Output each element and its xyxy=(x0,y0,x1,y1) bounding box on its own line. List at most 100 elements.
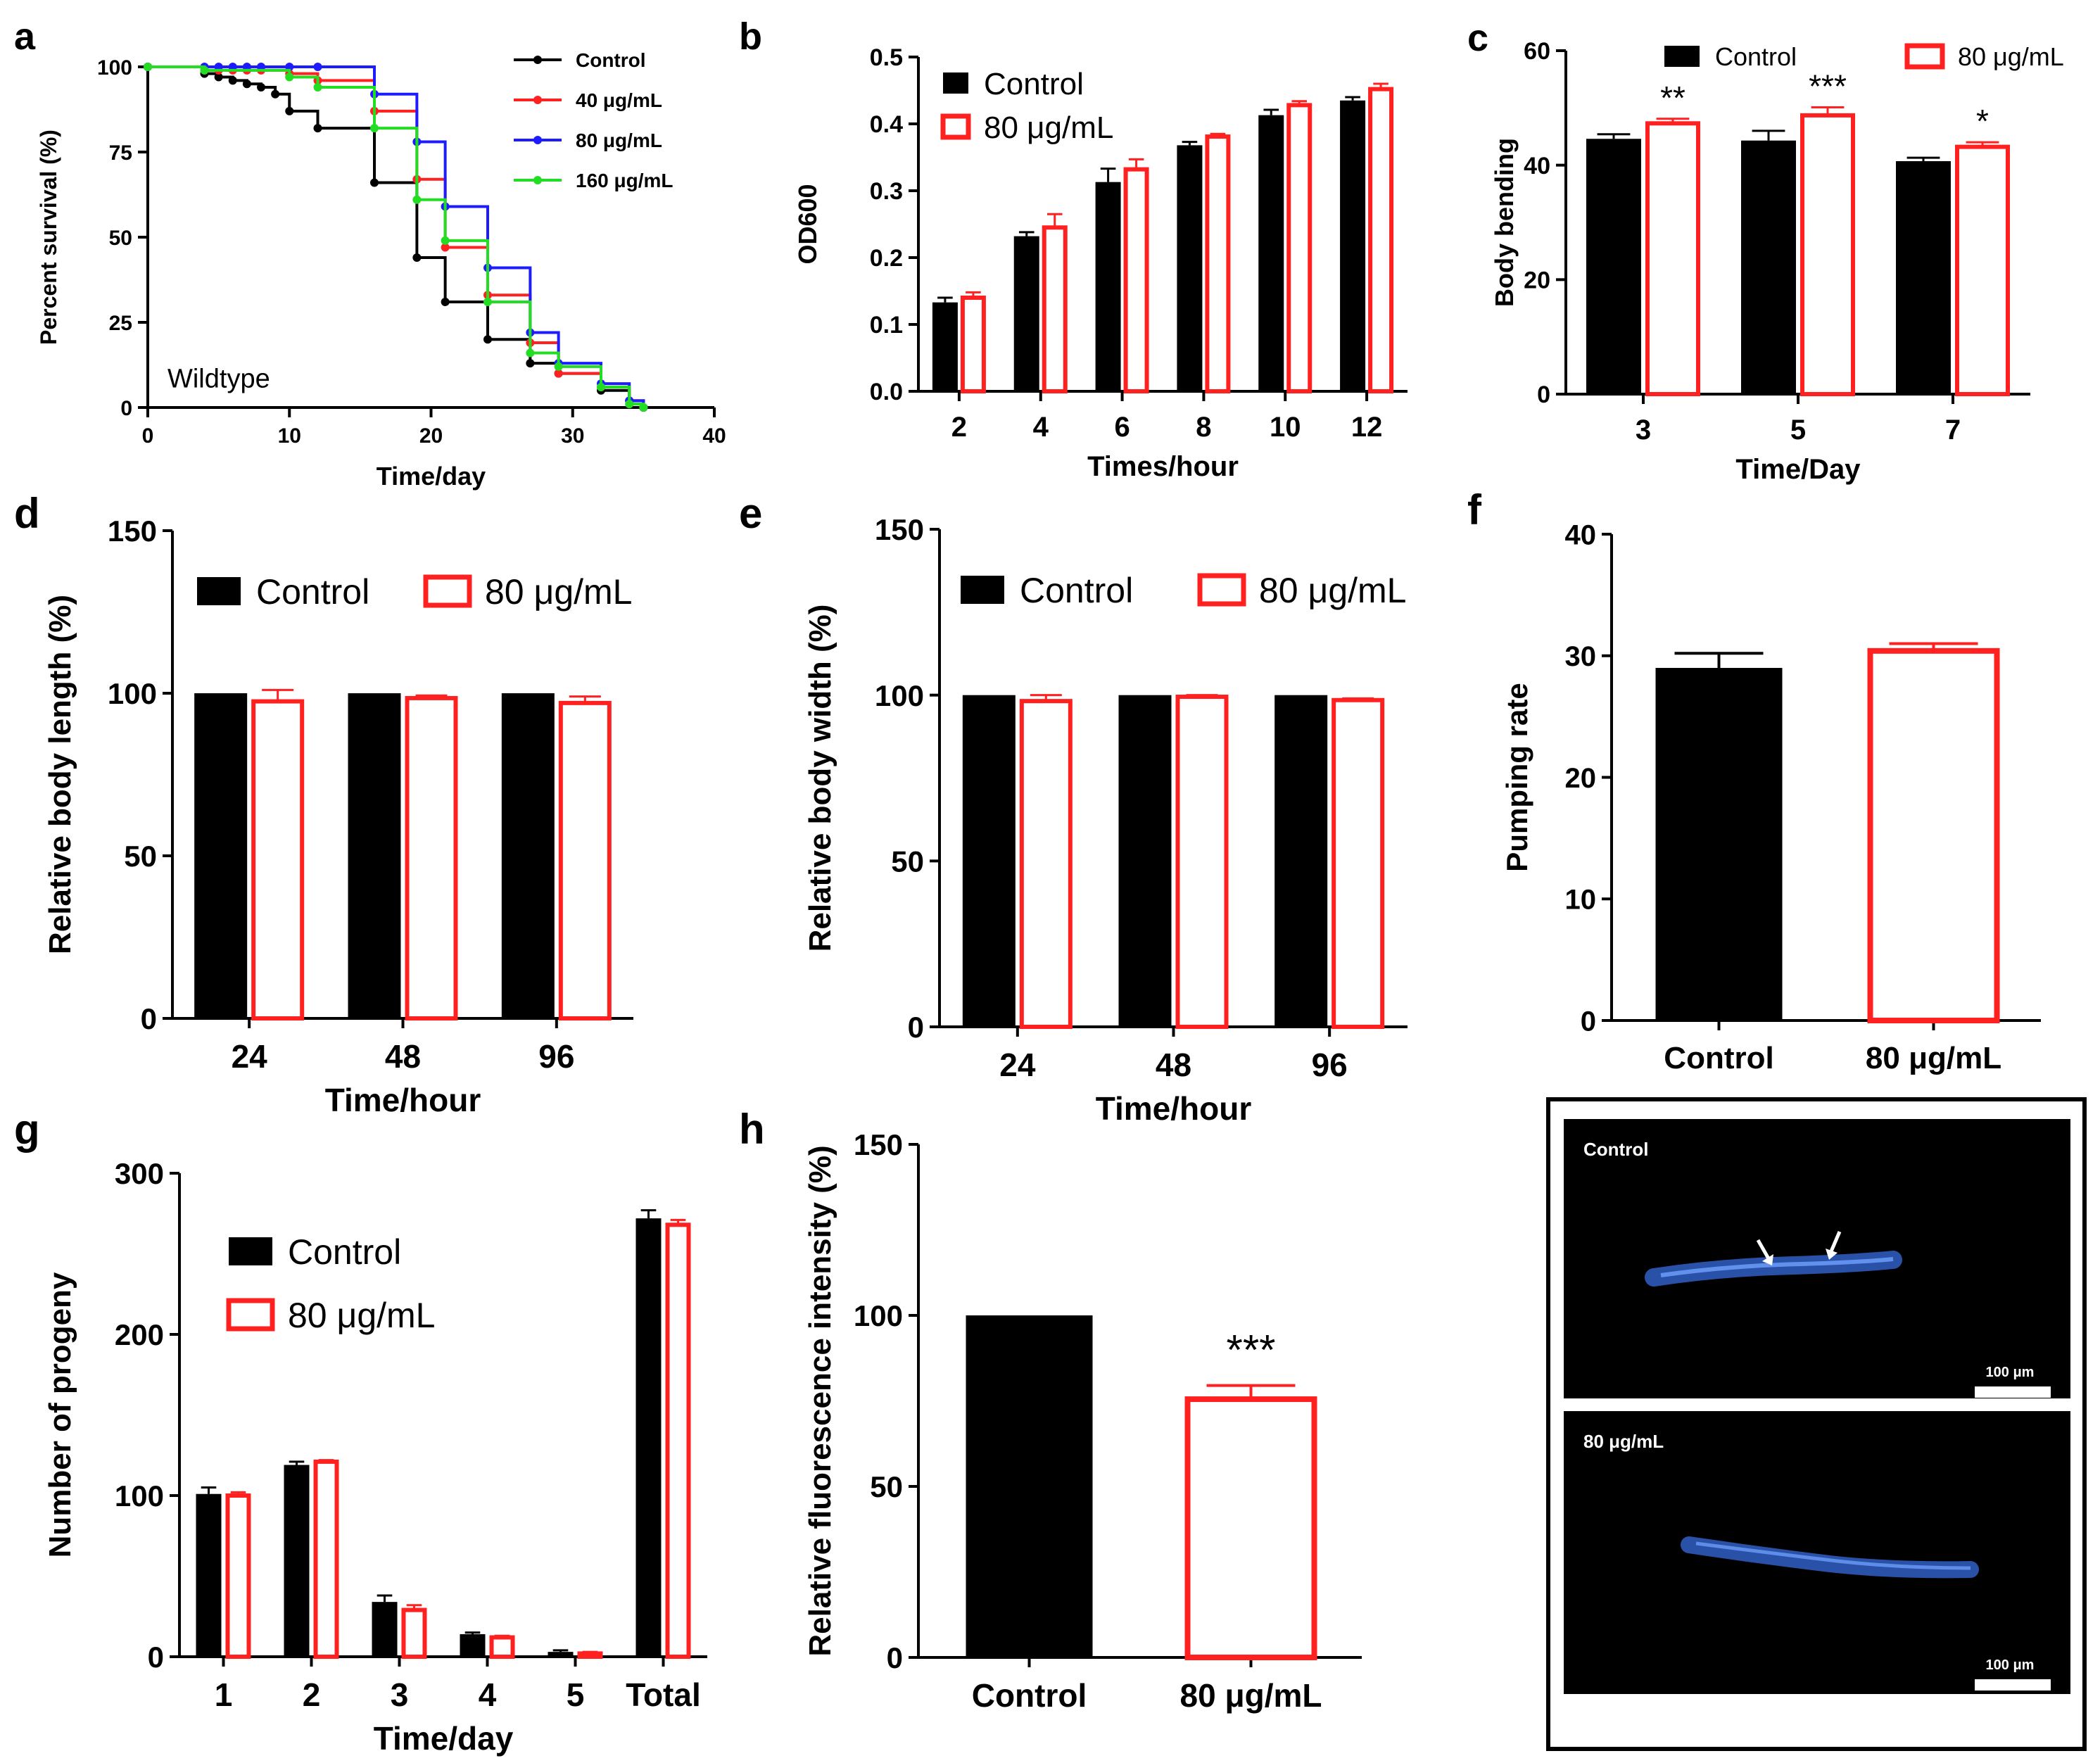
y-tick-label: 150 xyxy=(108,514,157,548)
x-tick-label: 2 xyxy=(303,1676,321,1713)
y-tick-label: 200 xyxy=(115,1318,164,1351)
x-tick-label: Control xyxy=(1664,1041,1773,1075)
bar xyxy=(1019,699,1073,1030)
bar xyxy=(196,1493,222,1657)
y-axis-label: Body bending xyxy=(1490,138,1519,307)
legend-label: Control xyxy=(1020,571,1133,610)
y-tick-label: 0.5 xyxy=(870,44,903,71)
bar xyxy=(966,1315,1093,1657)
x-axis-label: Time/Day xyxy=(1735,454,1861,485)
y-axis-label: OD600 xyxy=(793,184,822,264)
y-tick-label: 0 xyxy=(1537,381,1550,408)
worm-treated-highlight xyxy=(1695,1541,1971,1570)
y-tick-label: 25 xyxy=(109,312,132,335)
bar xyxy=(1286,103,1312,393)
significance-label: *** xyxy=(1226,1327,1275,1374)
data-point xyxy=(313,124,322,133)
bar xyxy=(1340,100,1366,391)
y-tick-label: 300 xyxy=(115,1157,164,1190)
data-point xyxy=(412,195,422,204)
panel-label: e xyxy=(739,490,762,537)
y-tick-label: 0.3 xyxy=(870,178,903,205)
legend-marker xyxy=(533,136,542,144)
data-point xyxy=(639,403,648,412)
y-tick-label: 50 xyxy=(891,845,924,878)
bar xyxy=(577,1651,603,1659)
y-tick-label: 0 xyxy=(141,1002,157,1035)
data-point xyxy=(441,243,450,252)
x-tick-label: 80 μg/mL xyxy=(1180,1677,1322,1714)
y-tick-label: 0.2 xyxy=(870,245,903,272)
legend-swatch xyxy=(226,1298,275,1332)
bar xyxy=(1118,695,1172,1027)
significance-label: ** xyxy=(1660,80,1685,116)
y-tick-label: 100 xyxy=(108,677,157,710)
bar xyxy=(313,1459,339,1659)
x-tick-label: 8 xyxy=(1196,412,1211,443)
x-tick-label: 4 xyxy=(1033,412,1049,443)
y-tick-label: 40 xyxy=(1524,153,1550,179)
bar xyxy=(1013,236,1039,391)
y-tick-label: 40 xyxy=(1565,519,1597,550)
y-tick-label: 100 xyxy=(115,1479,164,1512)
y-axis-label: Number of progeny xyxy=(43,1272,77,1557)
legend-label: Control xyxy=(984,67,1084,101)
worm-treated xyxy=(1681,1536,1979,1579)
y-tick-label: 0 xyxy=(908,1011,924,1044)
y-tick-label: 0.1 xyxy=(870,312,903,339)
bar xyxy=(558,700,612,1020)
panel-label: d xyxy=(14,490,40,537)
y-tick-label: 150 xyxy=(875,513,924,546)
micrograph-frame xyxy=(1546,1097,2087,1751)
bar xyxy=(1645,121,1700,396)
data-point xyxy=(370,178,379,187)
data-point xyxy=(597,382,605,391)
bar xyxy=(960,296,986,393)
x-tick-label: 0 xyxy=(142,424,154,448)
bar xyxy=(1205,134,1231,394)
data-point xyxy=(257,83,265,92)
arrow-icon xyxy=(1826,1231,1842,1260)
panel-label: h xyxy=(739,1106,765,1153)
legend-label: Control xyxy=(1715,42,1797,71)
legend-swatch xyxy=(943,72,968,94)
bar xyxy=(372,1602,398,1657)
legend-label: 80 μg/mL xyxy=(576,129,662,151)
x-tick-label: 7 xyxy=(1945,415,1961,446)
y-tick-label: 100 xyxy=(97,56,132,80)
bar xyxy=(1177,145,1203,391)
legend-label: 80 μg/mL xyxy=(288,1296,435,1335)
panel-label: g xyxy=(14,1106,40,1153)
y-axis-label: Percent survival (%) xyxy=(36,129,61,345)
y-tick-label: 0 xyxy=(887,1641,903,1674)
y-axis-label: Pumping rate xyxy=(1500,683,1533,871)
x-axis-label: Time/hour xyxy=(325,1082,481,1118)
x-tick-label: 5 xyxy=(1790,415,1806,446)
legend-label: Control xyxy=(256,572,369,612)
x-tick-label: 24 xyxy=(999,1047,1036,1083)
bar xyxy=(489,1635,515,1660)
scale-bar xyxy=(1975,1386,2051,1398)
x-tick-label: 96 xyxy=(1312,1047,1348,1083)
significance-label: * xyxy=(1976,103,1989,139)
data-point xyxy=(242,80,251,89)
bar xyxy=(225,1493,251,1659)
y-tick-label: 0 xyxy=(148,1641,164,1674)
data-point xyxy=(483,297,492,306)
bar xyxy=(1741,140,1796,394)
data-point xyxy=(554,362,563,371)
bar xyxy=(348,693,401,1018)
y-tick-label: 10 xyxy=(1565,885,1597,916)
data-point xyxy=(313,83,322,92)
x-tick-label: Control xyxy=(972,1677,1087,1714)
legend-swatch xyxy=(1904,43,1945,70)
x-tick-label: 30 xyxy=(561,424,584,448)
y-tick-label: 100 xyxy=(875,679,924,712)
x-axis-label: Time/day xyxy=(377,462,486,491)
data-point xyxy=(200,65,209,75)
x-axis-label: Time/day xyxy=(374,1720,514,1757)
bar xyxy=(635,1218,662,1657)
scale-bar-label: 100 μm xyxy=(1986,1365,2035,1380)
bar xyxy=(1095,182,1121,391)
